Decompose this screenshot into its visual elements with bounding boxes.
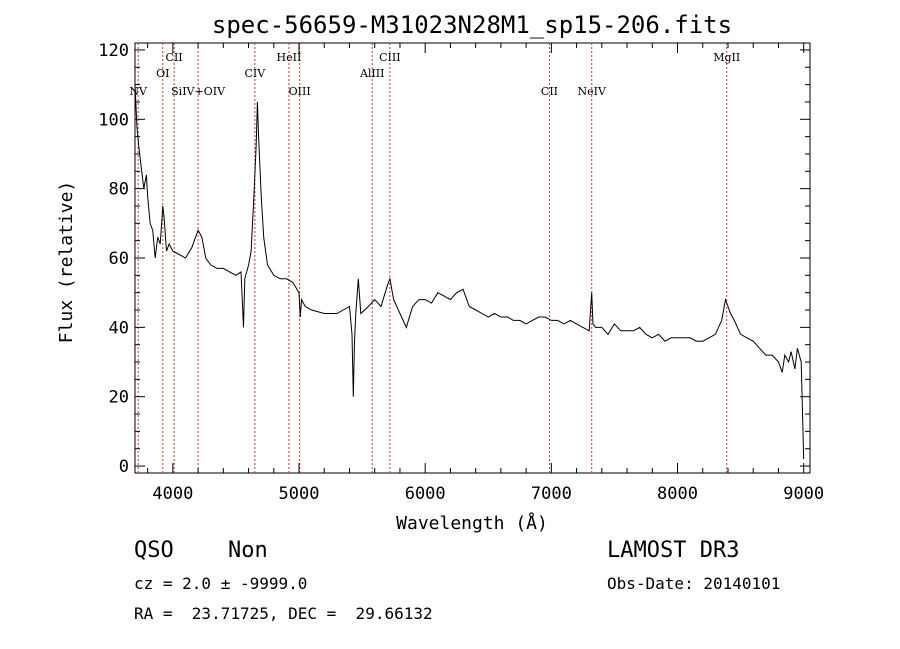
- y-tick-label: 80: [109, 180, 129, 200]
- survey-name: LAMOST DR3: [607, 538, 740, 563]
- y-axis-label: Flux (relative): [56, 181, 77, 344]
- reference-line-label: MgII: [713, 51, 740, 64]
- x-axis-label: Wavelength (Å): [396, 512, 548, 534]
- y-tick-label: 40: [109, 318, 129, 338]
- object-subclass: Non: [228, 538, 268, 563]
- x-tick-label: 9000: [783, 484, 824, 504]
- x-tick-label: 6000: [405, 484, 446, 504]
- object-class: QSO: [134, 538, 174, 563]
- chart-title: spec-56659-M31023N28M1_sp15-206.fits: [212, 11, 732, 39]
- y-tick-label: 0: [119, 457, 129, 477]
- reference-line-label: CII: [541, 85, 558, 98]
- x-tick-label: 4000: [152, 484, 193, 504]
- x-tick-label: 7000: [531, 484, 572, 504]
- reference-line-label: AlIII: [359, 67, 385, 80]
- y-tick-label: 120: [98, 41, 129, 61]
- coordinates: RA = 23.71725, DEC = 29.66132: [134, 604, 433, 623]
- x-axis: 4000 5000 6000 7000 8000 9000: [147, 43, 824, 504]
- y-tick-label: 20: [109, 388, 129, 408]
- reference-line-label: NeIV: [578, 85, 607, 98]
- redshift: cz = 2.0 ± -9999.0: [134, 574, 308, 593]
- y-tick-label: 60: [109, 249, 129, 269]
- reference-line-label: HeII: [277, 51, 302, 64]
- reference-line-label: NV: [129, 85, 148, 98]
- reference-lines: [137, 43, 728, 473]
- obs-date: Obs-Date: 20140101: [607, 574, 781, 593]
- y-axis: 0 20 40 60 80 100 120: [98, 41, 810, 477]
- reference-line-label: SiIV+OIV: [171, 85, 226, 98]
- reference-line-label: OIII: [289, 85, 311, 98]
- reference-line-label: CIII: [379, 51, 400, 64]
- reference-labels: NV OI CII SiIV+OIV CIV HeII OIII AlIII CIII CII Ne…: [129, 51, 740, 98]
- plot-frame: [134, 42, 811, 474]
- y-tick-label: 100: [98, 110, 129, 130]
- spectrum-line: [134, 84, 805, 460]
- x-tick-label: 8000: [657, 484, 698, 504]
- reference-line-label: CIV: [245, 67, 267, 80]
- reference-line-label: OI: [156, 67, 169, 80]
- reference-line-label: CII: [166, 51, 183, 64]
- x-tick-label: 5000: [279, 484, 320, 504]
